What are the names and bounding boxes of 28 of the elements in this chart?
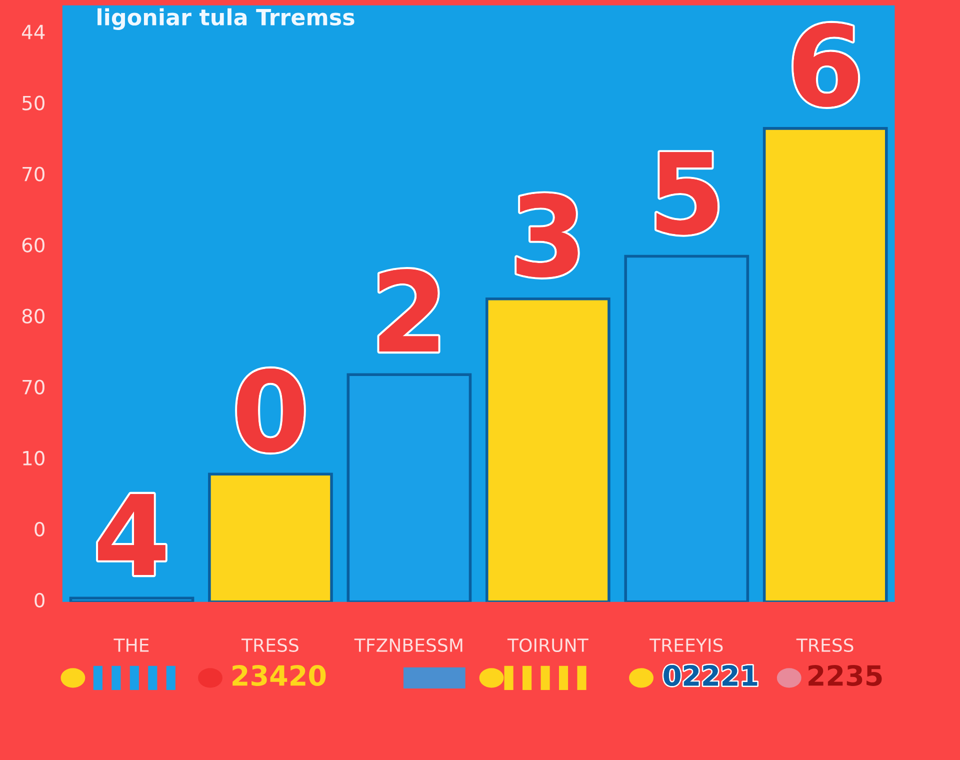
- annotation: 0: [237, 368, 304, 453]
- annotation: 5: [656, 152, 718, 235]
- x-tick-label: TRESS: [241, 638, 298, 652]
- bar: [485, 297, 610, 602]
- x-tick-label: TFZNBESSM: [354, 638, 462, 652]
- annotation: 4: [98, 494, 166, 576]
- x-tick-label: THE: [114, 638, 149, 652]
- text: 02221: [664, 664, 758, 686]
- x-tick-label: TRESS: [796, 638, 854, 652]
- text: 6: [794, 22, 858, 107]
- bar: [762, 127, 888, 602]
- text: 60: [22, 238, 44, 252]
- bar: [208, 472, 333, 602]
- text: 50: [22, 96, 44, 110]
- text: 23420: [232, 664, 326, 686]
- annotation: 3: [516, 193, 578, 278]
- text: 44: [22, 24, 45, 40]
- text: 80: [22, 308, 44, 324]
- text: 70: [22, 166, 44, 182]
- chart-title: ligoniar tula Trremss: [98, 8, 354, 30]
- text: 0: [34, 522, 44, 537]
- annotation: 2: [379, 269, 438, 352]
- x-tick-label: TOIRUNT: [507, 638, 588, 652]
- x-tick-label: TREEYIS: [649, 638, 723, 652]
- text: 2235: [808, 664, 882, 686]
- text: 10: [23, 450, 44, 466]
- text: 70: [22, 380, 44, 394]
- text: 0: [34, 592, 44, 608]
